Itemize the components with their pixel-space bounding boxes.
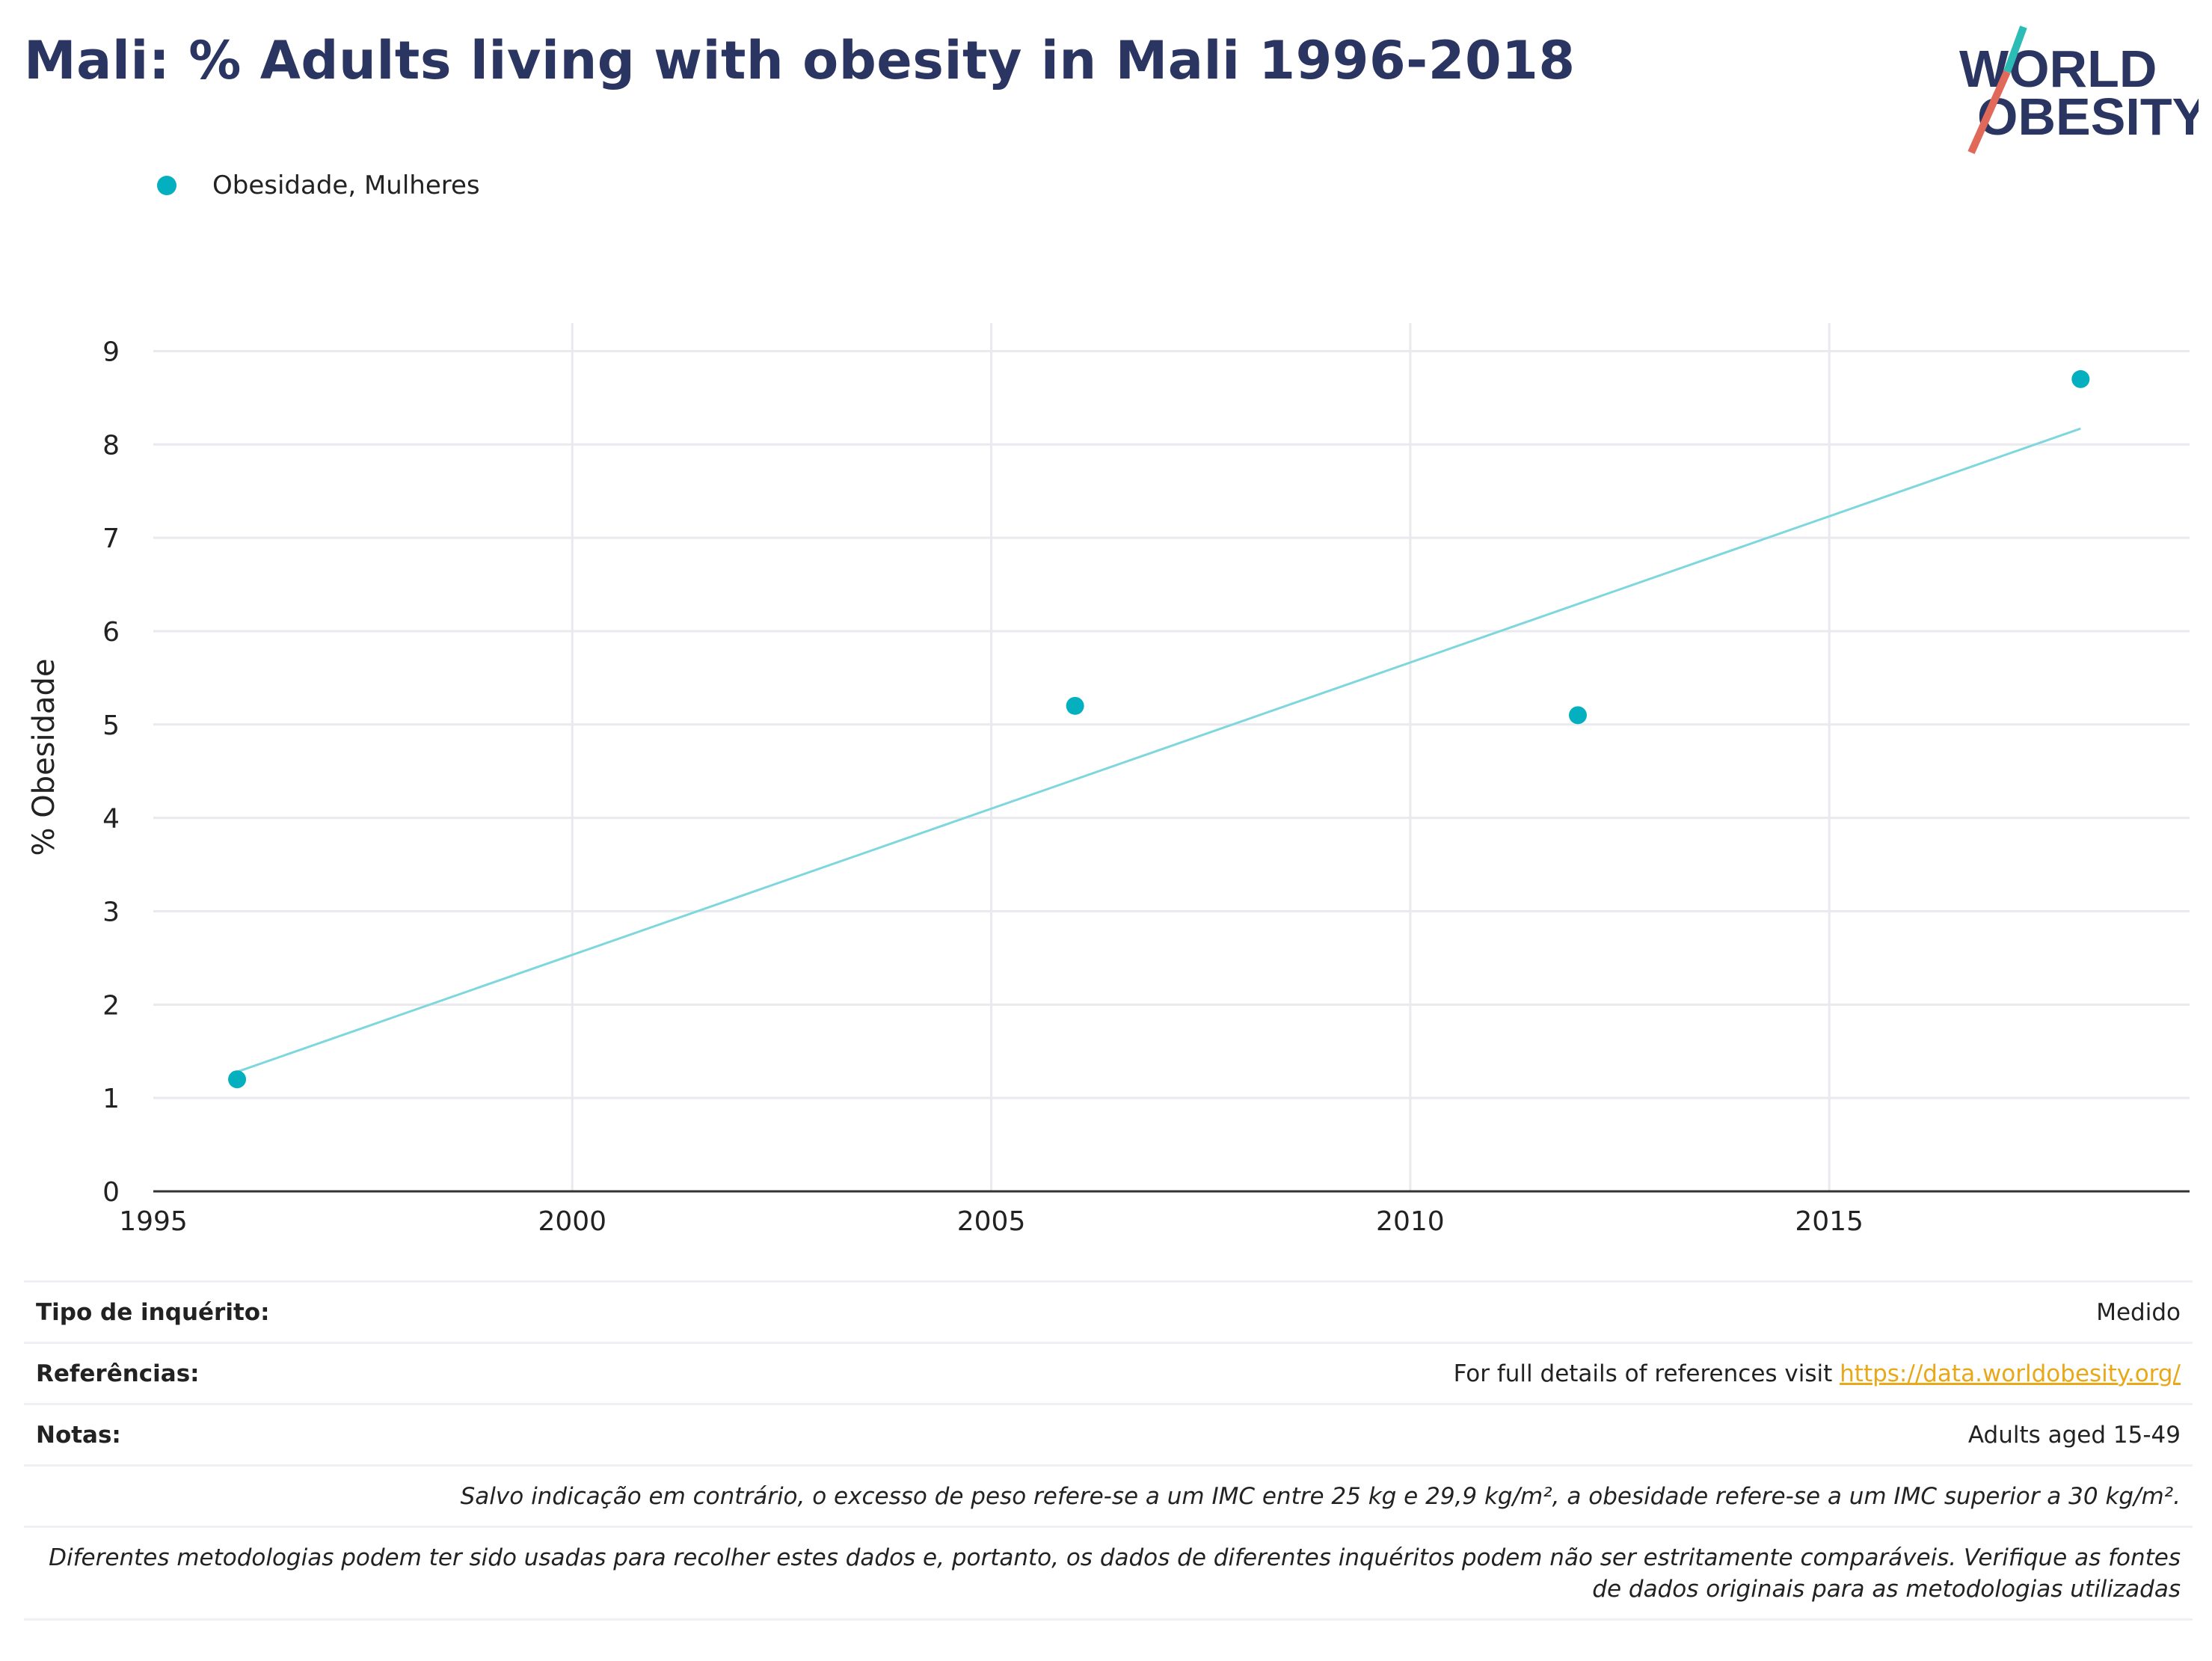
x-tick-label: 2010 [1376, 1206, 1445, 1237]
x-tick-label: 2000 [538, 1206, 606, 1237]
world-obesity-logo: WORLD OBESITY [1944, 21, 2207, 156]
y-tick-label: 4 [102, 804, 120, 835]
notes-value: Adults aged 15-49 [1967, 1421, 2181, 1449]
methodology-note-line-1: Diferentes metodologias podem ter sido u… [49, 1544, 2181, 1571]
data-point [1066, 696, 1084, 715]
survey-type-row: Tipo de inquérito: Medido [24, 1280, 2193, 1342]
chart-legend[interactable]: Obesidade, Mulheres [157, 171, 480, 200]
info-table: Tipo de inquérito: Medido Referências: F… [24, 1280, 2193, 1621]
references-label: Referências: [36, 1360, 200, 1387]
references-row: Referências: For full details of referen… [24, 1342, 2193, 1403]
legend-label: Obesidade, Mulheres [212, 171, 480, 200]
y-tick-label: 9 [102, 337, 120, 367]
logo-word-1: WORLD [1959, 40, 2157, 98]
y-tick-label: 5 [102, 710, 120, 741]
logo-word-2: OBESITY [1977, 87, 2199, 146]
references-value: For full details of references visit htt… [1454, 1360, 2181, 1387]
info-bottom-divider [24, 1618, 2193, 1621]
y-axis-title: % Obesidade [27, 658, 61, 856]
logo-slash-teal [2003, 25, 2027, 73]
y-tick-label: 6 [102, 617, 120, 648]
y-tick-label: 7 [102, 524, 120, 554]
logo-slash-red [1967, 70, 2011, 155]
x-tick-label: 2005 [957, 1206, 1026, 1237]
data-point [2071, 369, 2090, 388]
legend-marker-icon [157, 176, 176, 195]
methodology-note-line-2: de dados originais para as metodologias … [1592, 1575, 2181, 1603]
y-tick-label: 0 [102, 1177, 120, 1208]
x-tick-label: 2015 [1795, 1206, 1864, 1237]
references-text: For full details of references visit [1453, 1360, 1840, 1387]
y-tick-label: 1 [102, 1084, 120, 1114]
notes-row: Notas: Adults aged 15-49 [24, 1403, 2193, 1464]
bmi-note: Salvo indicação em contrário, o excesso … [460, 1482, 2181, 1510]
x-tick-label: 1995 [119, 1206, 188, 1237]
page-title: Mali: % Adults living with obesity in Ma… [24, 30, 1576, 91]
y-tick-label: 3 [102, 897, 120, 927]
trendline [236, 427, 2081, 1073]
bmi-note-row: Salvo indicação em contrário, o excesso … [24, 1464, 2193, 1526]
data-point [228, 1070, 247, 1089]
y-tick-label: 8 [102, 430, 120, 461]
survey-type-value: Medido [2096, 1298, 2181, 1326]
survey-type-label: Tipo de inquérito: [36, 1298, 270, 1326]
methodology-note: Diferentes metodologias podem ter sido u… [49, 1542, 2181, 1605]
y-tick-label: 2 [102, 990, 120, 1021]
notes-label: Notas: [36, 1421, 121, 1449]
methodology-note-row: Diferentes metodologias podem ter sido u… [24, 1526, 2193, 1618]
references-link[interactable]: https://data.worldobesity.org/ [1840, 1360, 2181, 1387]
data-point [1568, 706, 1587, 725]
chart-area: 0 1 2 3 4 5 6 7 8 9 1995 2000 2005 2010 2015 % Obesidad… [27, 323, 2190, 1237]
